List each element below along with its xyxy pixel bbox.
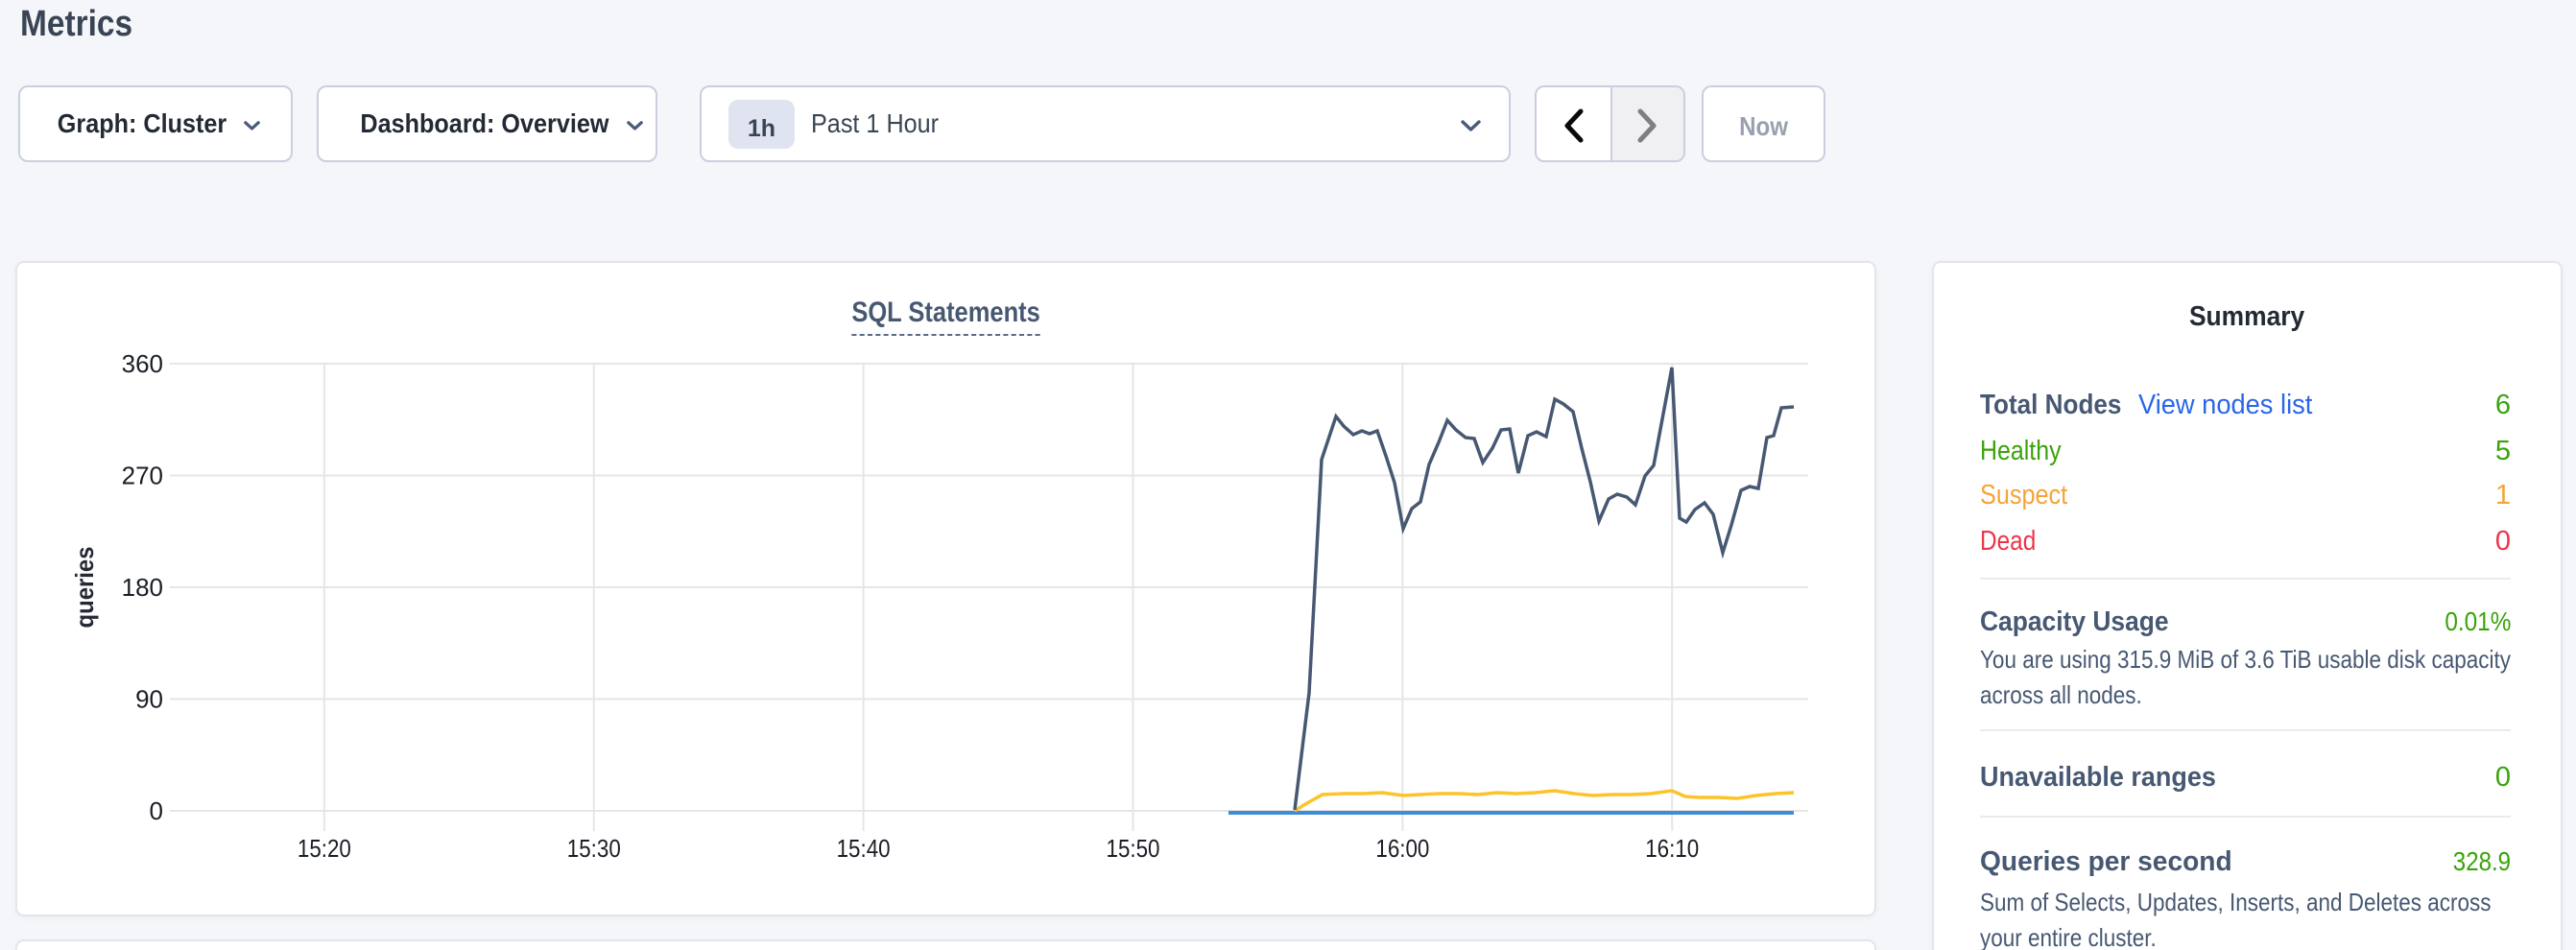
svg-text:15:30: 15:30 <box>567 834 621 863</box>
svg-text:270: 270 <box>122 462 163 490</box>
svg-text:16:10: 16:10 <box>1645 834 1699 863</box>
svg-text:15:50: 15:50 <box>1107 834 1160 863</box>
svg-text:180: 180 <box>122 573 163 602</box>
svg-text:queries: queries <box>70 547 99 629</box>
svg-text:360: 360 <box>122 349 163 378</box>
svg-text:15:20: 15:20 <box>298 834 351 863</box>
svg-text:15:40: 15:40 <box>837 834 891 863</box>
svg-text:16:00: 16:00 <box>1375 834 1429 863</box>
svg-text:90: 90 <box>135 685 163 714</box>
svg-text:0: 0 <box>150 796 163 825</box>
